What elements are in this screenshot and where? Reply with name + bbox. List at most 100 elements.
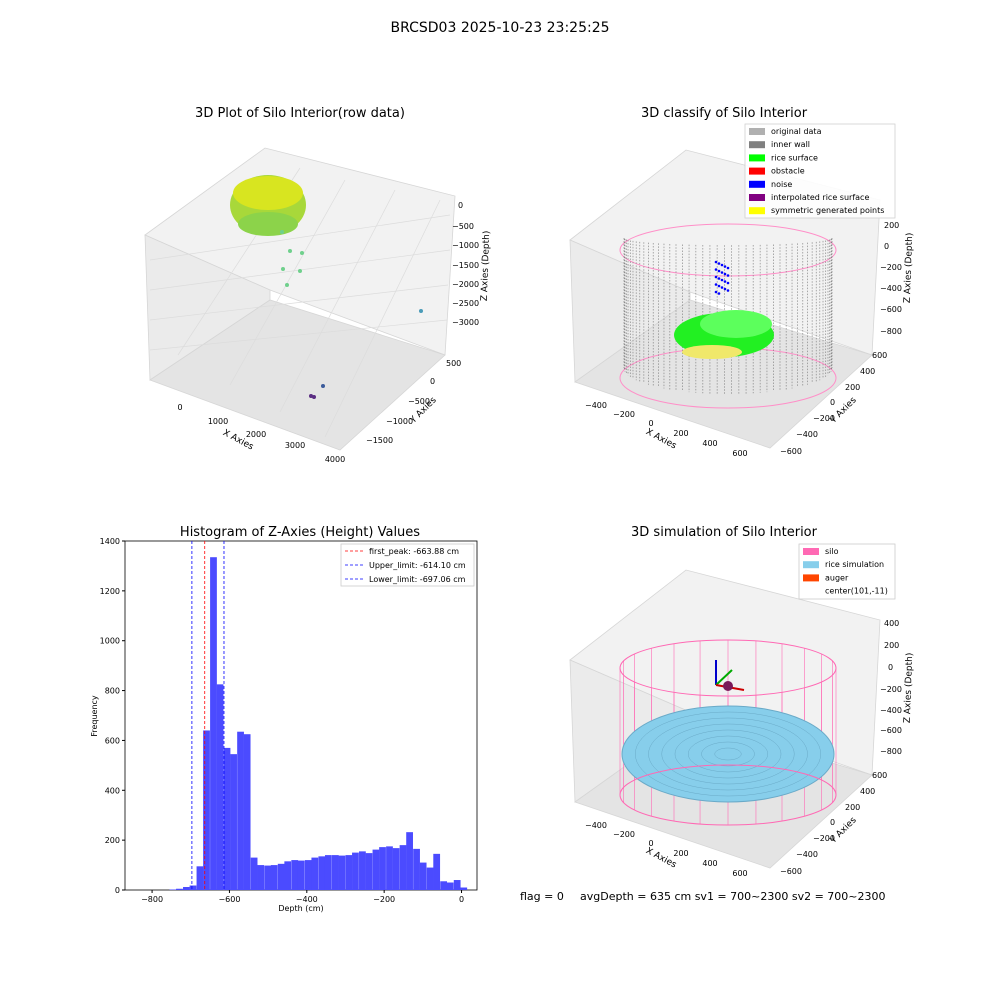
p1-ztick: −3000 <box>452 318 479 327</box>
p2-noise-point <box>724 265 727 268</box>
hist-bar <box>440 881 447 890</box>
hist-bar <box>311 858 318 890</box>
hist-bar <box>230 754 237 890</box>
p4-xtick: −200 <box>613 830 635 839</box>
p4-ytick: 600 <box>872 771 887 780</box>
p2-noise-point <box>724 280 727 283</box>
legend-swatch <box>803 574 819 581</box>
p1-point <box>419 309 423 313</box>
p2-noise-point <box>724 288 727 291</box>
p4-ytick: 200 <box>845 803 860 812</box>
hist-bar <box>454 880 461 890</box>
hist-bar <box>420 863 427 890</box>
p1-point <box>312 395 316 399</box>
p1-ztick: −500 <box>452 222 474 231</box>
p2-zlabel: Z Axies (Depth) <box>903 233 915 304</box>
p2-xtick: 600 <box>732 449 747 458</box>
hist-bar <box>318 856 325 890</box>
p2-xtick: −400 <box>585 401 607 410</box>
hist-bar <box>366 853 373 890</box>
legend-label: symmetric generated points <box>771 206 884 215</box>
hist-bar <box>298 861 305 890</box>
hist-bar <box>183 887 190 890</box>
p2-noise-point <box>715 261 718 264</box>
hist-plot-area <box>125 541 477 890</box>
hist-bar <box>190 886 197 890</box>
p2-ytick: −400 <box>796 430 818 439</box>
p2-ztick: −400 <box>880 284 902 293</box>
hist-bar <box>176 889 183 890</box>
hist-bar <box>305 860 312 890</box>
p4-xtick: 400 <box>702 859 717 868</box>
p4-zlabel: Z Axies (Depth) <box>903 653 915 724</box>
hist-xtick-label: −600 <box>218 895 240 904</box>
p2-ztick: −600 <box>880 305 902 314</box>
p1-ytick: 500 <box>446 359 461 368</box>
hist-bar <box>264 866 271 890</box>
p4-xtick: 200 <box>673 849 688 858</box>
p1-ztick: 0 <box>458 201 463 210</box>
hist-legend-label: Upper_limit: -614.10 cm <box>369 561 466 570</box>
hist-bar <box>352 853 359 890</box>
hist-bar <box>406 832 413 890</box>
legend-swatch <box>749 141 765 148</box>
legend-label: auger <box>825 573 849 582</box>
hist-bar <box>291 860 298 890</box>
p2-ztick: 0 <box>884 242 889 251</box>
p4-ztick: 0 <box>888 663 893 672</box>
legend-label: obstacle <box>771 167 805 176</box>
hist-ytick-label: 800 <box>105 687 120 696</box>
p2-noise-point <box>721 271 724 274</box>
hist-bar <box>373 850 380 890</box>
hist-bar <box>217 684 224 890</box>
hist-ytick-label: 1400 <box>100 537 120 546</box>
hist-bar <box>257 865 264 890</box>
hist-xtick-label: −400 <box>296 895 318 904</box>
panel-histogram: Histogram of Z-Axies (Height) Values −80… <box>90 525 477 913</box>
hist-bar <box>386 846 393 890</box>
p2-noise-point <box>715 283 718 286</box>
p2-rice-surface-top <box>700 310 772 338</box>
hist-bar <box>210 557 217 890</box>
p1-xtick: 2000 <box>246 430 266 439</box>
p4-ytick: −600 <box>780 867 802 876</box>
status-avg-depth: avgDepth = 635 cm sv1 = 700~2300 sv2 = 7… <box>580 890 886 903</box>
legend-swatch <box>749 168 765 175</box>
p4-xtick: −400 <box>585 821 607 830</box>
hist-bar <box>271 865 278 890</box>
p2-xtick: 400 <box>702 439 717 448</box>
legend-swatch <box>749 181 765 188</box>
legend-swatch <box>803 561 819 568</box>
p1-xtick: 0 <box>177 403 182 412</box>
legend-swatch <box>749 154 765 161</box>
p4-ztick: −400 <box>880 706 902 715</box>
legend-label: noise <box>771 180 792 189</box>
p2-ztick: −200 <box>880 263 902 272</box>
hist-bar <box>345 855 352 890</box>
hist-legend-label: first_peak: -663.88 cm <box>369 547 459 556</box>
p2-ytick: 600 <box>872 351 887 360</box>
legend-label: rice surface <box>771 153 818 162</box>
hist-bar <box>284 861 291 890</box>
legend-label: rice simulation <box>825 560 884 569</box>
p2-xtick: 200 <box>673 429 688 438</box>
p4-ztick: 400 <box>884 619 899 628</box>
hist-bar <box>413 849 420 890</box>
p4-rice-simulation <box>622 706 834 802</box>
hist-bar <box>359 851 366 890</box>
hist-bar <box>237 732 244 890</box>
p2-noise-point <box>718 292 721 295</box>
panel-simulation: 3D simulation of Silo Interior silorice … <box>570 525 915 878</box>
p4-z-ticks: 400 200 0 −200 −400 −600 −800 <box>880 619 902 756</box>
p2-noise-point <box>727 282 730 285</box>
p2-xtick: −200 <box>613 410 635 419</box>
p2-symmetric-points <box>682 345 742 359</box>
hist-bar <box>224 748 231 890</box>
p2-ztick: −800 <box>880 327 902 336</box>
hist-xtick-label: −800 <box>141 895 163 904</box>
legend-swatch <box>749 194 765 201</box>
panel-classify: 3D classify of Silo Interior original da… <box>570 106 915 458</box>
hist-bar <box>447 883 454 890</box>
